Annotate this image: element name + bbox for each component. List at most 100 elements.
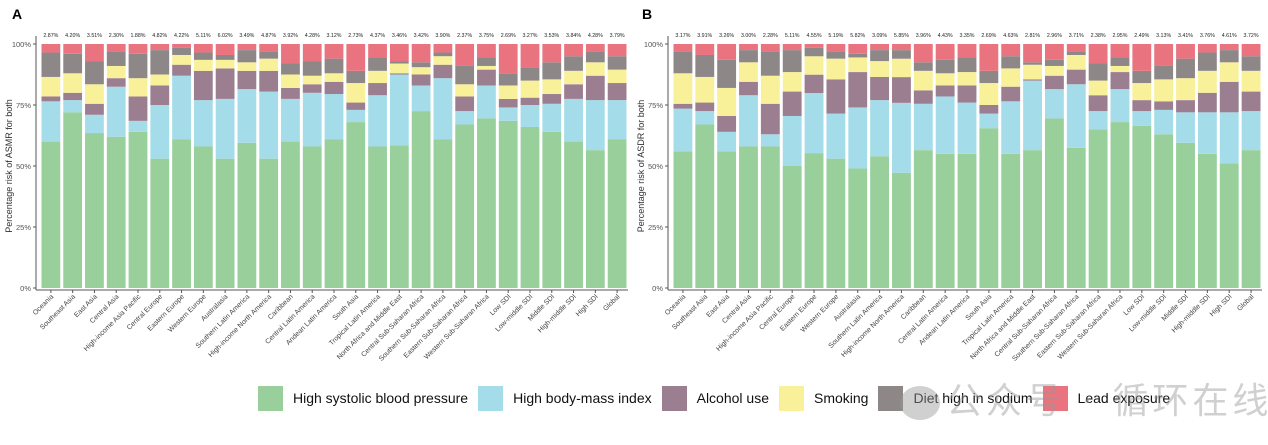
bar-top-label: 2.81% [1025,33,1040,39]
bar-segment-high-systolic-blood-pressure [913,150,933,288]
legend-item-sbp: High systolic blood pressure [258,385,469,411]
bar-segment-alcohol-use [804,74,824,94]
bar-segment-lead-exposure [673,44,693,52]
bar-segment-high-body-mass-index [1088,111,1108,130]
bar-top-label: 2.69% [501,33,516,39]
bar-segment-high-systolic-blood-pressure [106,136,126,288]
bar-segment-lead-exposure [259,44,279,52]
bar-segment-high-body-mass-index [935,96,955,154]
bar-segment-diet-high-in-sodium [564,56,583,71]
bar-segment-smoking [848,57,868,73]
bar-segment-smoking [172,54,191,65]
bar-segment-high-body-mass-index [41,101,61,142]
bar-segment-diet-high-in-sodium [1176,58,1195,79]
bar-segment-lead-exposure [1132,44,1152,71]
bar-segment-alcohol-use [564,84,583,99]
bar-segment-smoking [63,73,83,93]
legend-label-lead: Lead exposure [1077,390,1171,406]
bar-segment-high-body-mass-index [128,120,148,132]
bar-segment-high-body-mass-index [1132,111,1152,126]
bar-segment-diet-high-in-sodium [717,59,737,88]
bar-segment-lead-exposure [804,44,824,48]
bar-stack-central-asia [106,44,126,288]
bar-segment-high-systolic-blood-pressure [520,126,540,289]
legend-label-sbp: High systolic blood pressure [293,390,469,406]
bar-stack-australasia [215,44,235,288]
bar-segment-alcohol-use [1219,81,1239,113]
bar-segment-high-systolic-blood-pressure [804,153,824,288]
y-tick-label: 25% [648,223,663,232]
y-tick-label: 25% [16,223,31,232]
bar-stack-western-europe [193,44,213,288]
bar-top-label: 5.11% [785,33,800,39]
bar-segment-lead-exposure [1241,44,1261,57]
bar-stack-global [607,44,627,288]
bar-segment-high-body-mass-index [1044,89,1064,119]
bar-segment-high-body-mass-index [1066,84,1086,148]
bar-segment-alcohol-use [1241,91,1261,112]
bar-segment-alcohol-use [128,96,148,121]
bar-top-label: 3.00% [741,33,756,39]
bar-stack-south-asia [979,44,999,288]
bar-segment-smoking [215,59,235,69]
bar-segment-high-systolic-blood-pressure [63,112,83,288]
bar-segment-lead-exposure [215,44,235,55]
y-axis-label: Percentage risk of ASDR for both [636,100,646,233]
bar-stack-andean-latin-america [957,44,977,288]
bar-segment-high-systolic-blood-pressure [455,124,475,289]
legend-item-sodium: Diet high in sodium [878,385,1033,411]
bar-segment-high-body-mass-index [106,86,126,137]
bar-segment-diet-high-in-sodium [848,53,868,58]
bar-segment-diet-high-in-sodium [172,47,191,55]
bar-segment-high-body-mass-index [717,131,737,152]
bar-segment-high-body-mass-index [324,94,344,140]
y-tick-label: 0% [20,284,31,293]
legend-item-smoking: Smoking [779,385,868,411]
bar-segment-high-body-mass-index [979,113,999,129]
bar-segment-smoking [913,70,933,91]
bar-segment-alcohol-use [324,81,344,95]
bar-segment-diet-high-in-sodium [389,61,409,64]
bar-segment-diet-high-in-sodium [85,61,104,85]
bar-top-label: 2.37% [457,33,472,39]
bar-top-label: 4.22% [174,33,189,39]
bar-segment-smoking [433,56,453,65]
bar-segment-high-systolic-blood-pressure [433,139,453,288]
bar-segment-high-systolic-blood-pressure [237,142,257,288]
bar-segment-smoking [826,58,846,80]
bar-top-label: 2.28% [763,33,778,39]
bar-segment-diet-high-in-sodium [259,51,279,59]
bar-segment-diet-high-in-sodium [542,62,562,80]
bar-stack-east-asia [85,44,104,288]
bar-top-label: 3.90% [435,33,450,39]
bar-stack-tropical-latin-america [368,44,387,288]
bar-segment-high-body-mass-index [1219,112,1239,164]
bar-segment-high-body-mass-index [346,109,366,123]
bar-segment-alcohol-use [1197,92,1217,113]
bar-segment-diet-high-in-sodium [324,58,344,74]
bar-segment-alcohol-use [1176,100,1195,113]
bar-segment-smoking [1219,62,1239,82]
bar-segment-diet-high-in-sodium [1132,70,1152,84]
bar-segment-high-systolic-blood-pressure [193,146,213,288]
bar-segment-high-systolic-blood-pressure [695,124,715,289]
bar-segment-high-systolic-blood-pressure [1197,153,1217,288]
chart-b: 0% 25% 50% 75% 100% Percentage risk of ASDR f… [636,33,1262,363]
x-tick-label: Western Europe [800,293,841,334]
bar-top-label: 6.02% [218,33,233,39]
bar-segment-alcohol-use [368,83,387,96]
legend-item-bmi: High body-mass index [478,385,652,411]
x-tick-label: High-middle SDI [537,293,578,334]
bar-segment-smoking [1001,68,1021,87]
bar-top-label: 3.92% [283,33,298,39]
bar-segment-alcohol-use [455,96,475,112]
bar-segment-alcohol-use [1001,86,1021,102]
bar-segment-smoking [193,59,213,71]
bar-segment-diet-high-in-sodium [673,51,693,74]
legend-item-alcohol: Alcohol use [661,385,769,411]
bar-segment-diet-high-in-sodium [760,51,780,76]
bar-top-label: 2.73% [348,33,363,39]
bar-segment-smoking [1044,65,1064,76]
bar-segment-lead-exposure [411,44,431,63]
y-axis-label: Percentage risk of ASMR for both [4,99,14,233]
